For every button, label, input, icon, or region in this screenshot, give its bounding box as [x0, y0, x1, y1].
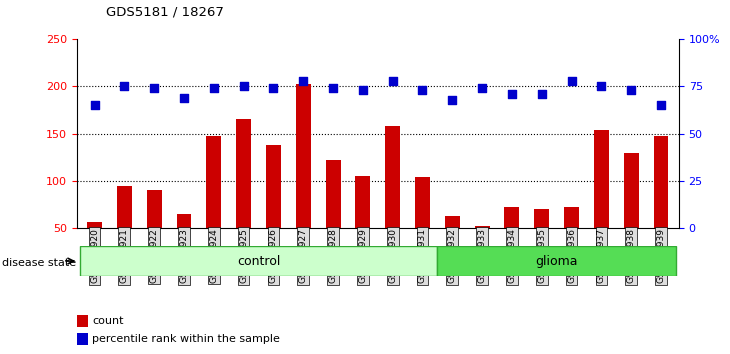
Text: GDS5181 / 18267: GDS5181 / 18267	[106, 6, 223, 19]
Text: GSM769935: GSM769935	[537, 228, 546, 283]
Bar	[356, 176, 370, 228]
Point	[596, 84, 607, 89]
Text: GSM769928: GSM769928	[328, 228, 337, 283]
Text: GSM769933: GSM769933	[477, 228, 487, 283]
Text: GSM769937: GSM769937	[597, 228, 606, 283]
Point	[566, 78, 577, 84]
Text: GSM769936: GSM769936	[567, 228, 576, 283]
Text: GSM769925: GSM769925	[239, 228, 248, 283]
Point	[506, 91, 518, 97]
Bar	[653, 136, 669, 228]
Bar	[80, 246, 437, 276]
Text: GSM769924: GSM769924	[210, 228, 218, 283]
Point	[297, 78, 309, 84]
Text: GSM769923: GSM769923	[180, 228, 188, 283]
Text: GSM769932: GSM769932	[447, 228, 457, 283]
Point	[268, 85, 280, 91]
Bar	[474, 227, 490, 228]
Bar	[77, 315, 88, 327]
Text: glioma: glioma	[535, 255, 578, 268]
Point	[208, 85, 220, 91]
Text: GSM769920: GSM769920	[90, 228, 99, 283]
Text: GSM769922: GSM769922	[150, 228, 158, 283]
Text: GSM769927: GSM769927	[299, 228, 308, 283]
Bar	[147, 190, 161, 228]
Bar	[296, 84, 311, 228]
Bar	[77, 333, 88, 345]
Point	[238, 84, 250, 89]
Point	[357, 87, 369, 93]
Text: percentile rank within the sample: percentile rank within the sample	[92, 334, 280, 344]
Bar	[437, 246, 676, 276]
Text: GSM769930: GSM769930	[388, 228, 397, 283]
Bar	[266, 145, 281, 228]
Text: GSM769931: GSM769931	[418, 228, 427, 283]
Text: control: control	[237, 255, 280, 268]
Bar	[117, 186, 132, 228]
Bar	[415, 177, 430, 228]
Text: GSM769934: GSM769934	[507, 228, 516, 283]
Bar	[623, 153, 639, 228]
Point	[655, 102, 666, 108]
Point	[417, 87, 429, 93]
Point	[148, 85, 160, 91]
Point	[178, 95, 190, 101]
Bar	[504, 207, 519, 228]
Text: count: count	[92, 316, 123, 326]
Text: GSM769939: GSM769939	[656, 228, 666, 283]
Point	[327, 85, 339, 91]
Text: GSM769921: GSM769921	[120, 228, 129, 283]
Bar	[594, 130, 609, 228]
Bar	[237, 119, 251, 228]
Point	[387, 78, 399, 84]
Point	[447, 97, 458, 102]
Bar	[207, 136, 221, 228]
Bar	[534, 210, 549, 228]
Text: GSM769926: GSM769926	[269, 228, 278, 283]
Bar	[564, 207, 579, 228]
Point	[476, 85, 488, 91]
Bar	[87, 222, 102, 228]
Point	[118, 84, 130, 89]
Point	[536, 91, 548, 97]
Bar	[177, 214, 191, 228]
Text: GSM769938: GSM769938	[626, 228, 636, 283]
Point	[626, 87, 637, 93]
Point	[89, 102, 101, 108]
Bar	[326, 160, 340, 228]
Text: disease state: disease state	[2, 258, 77, 268]
Bar	[385, 126, 400, 228]
Text: GSM769929: GSM769929	[358, 228, 367, 283]
Bar	[445, 216, 460, 228]
